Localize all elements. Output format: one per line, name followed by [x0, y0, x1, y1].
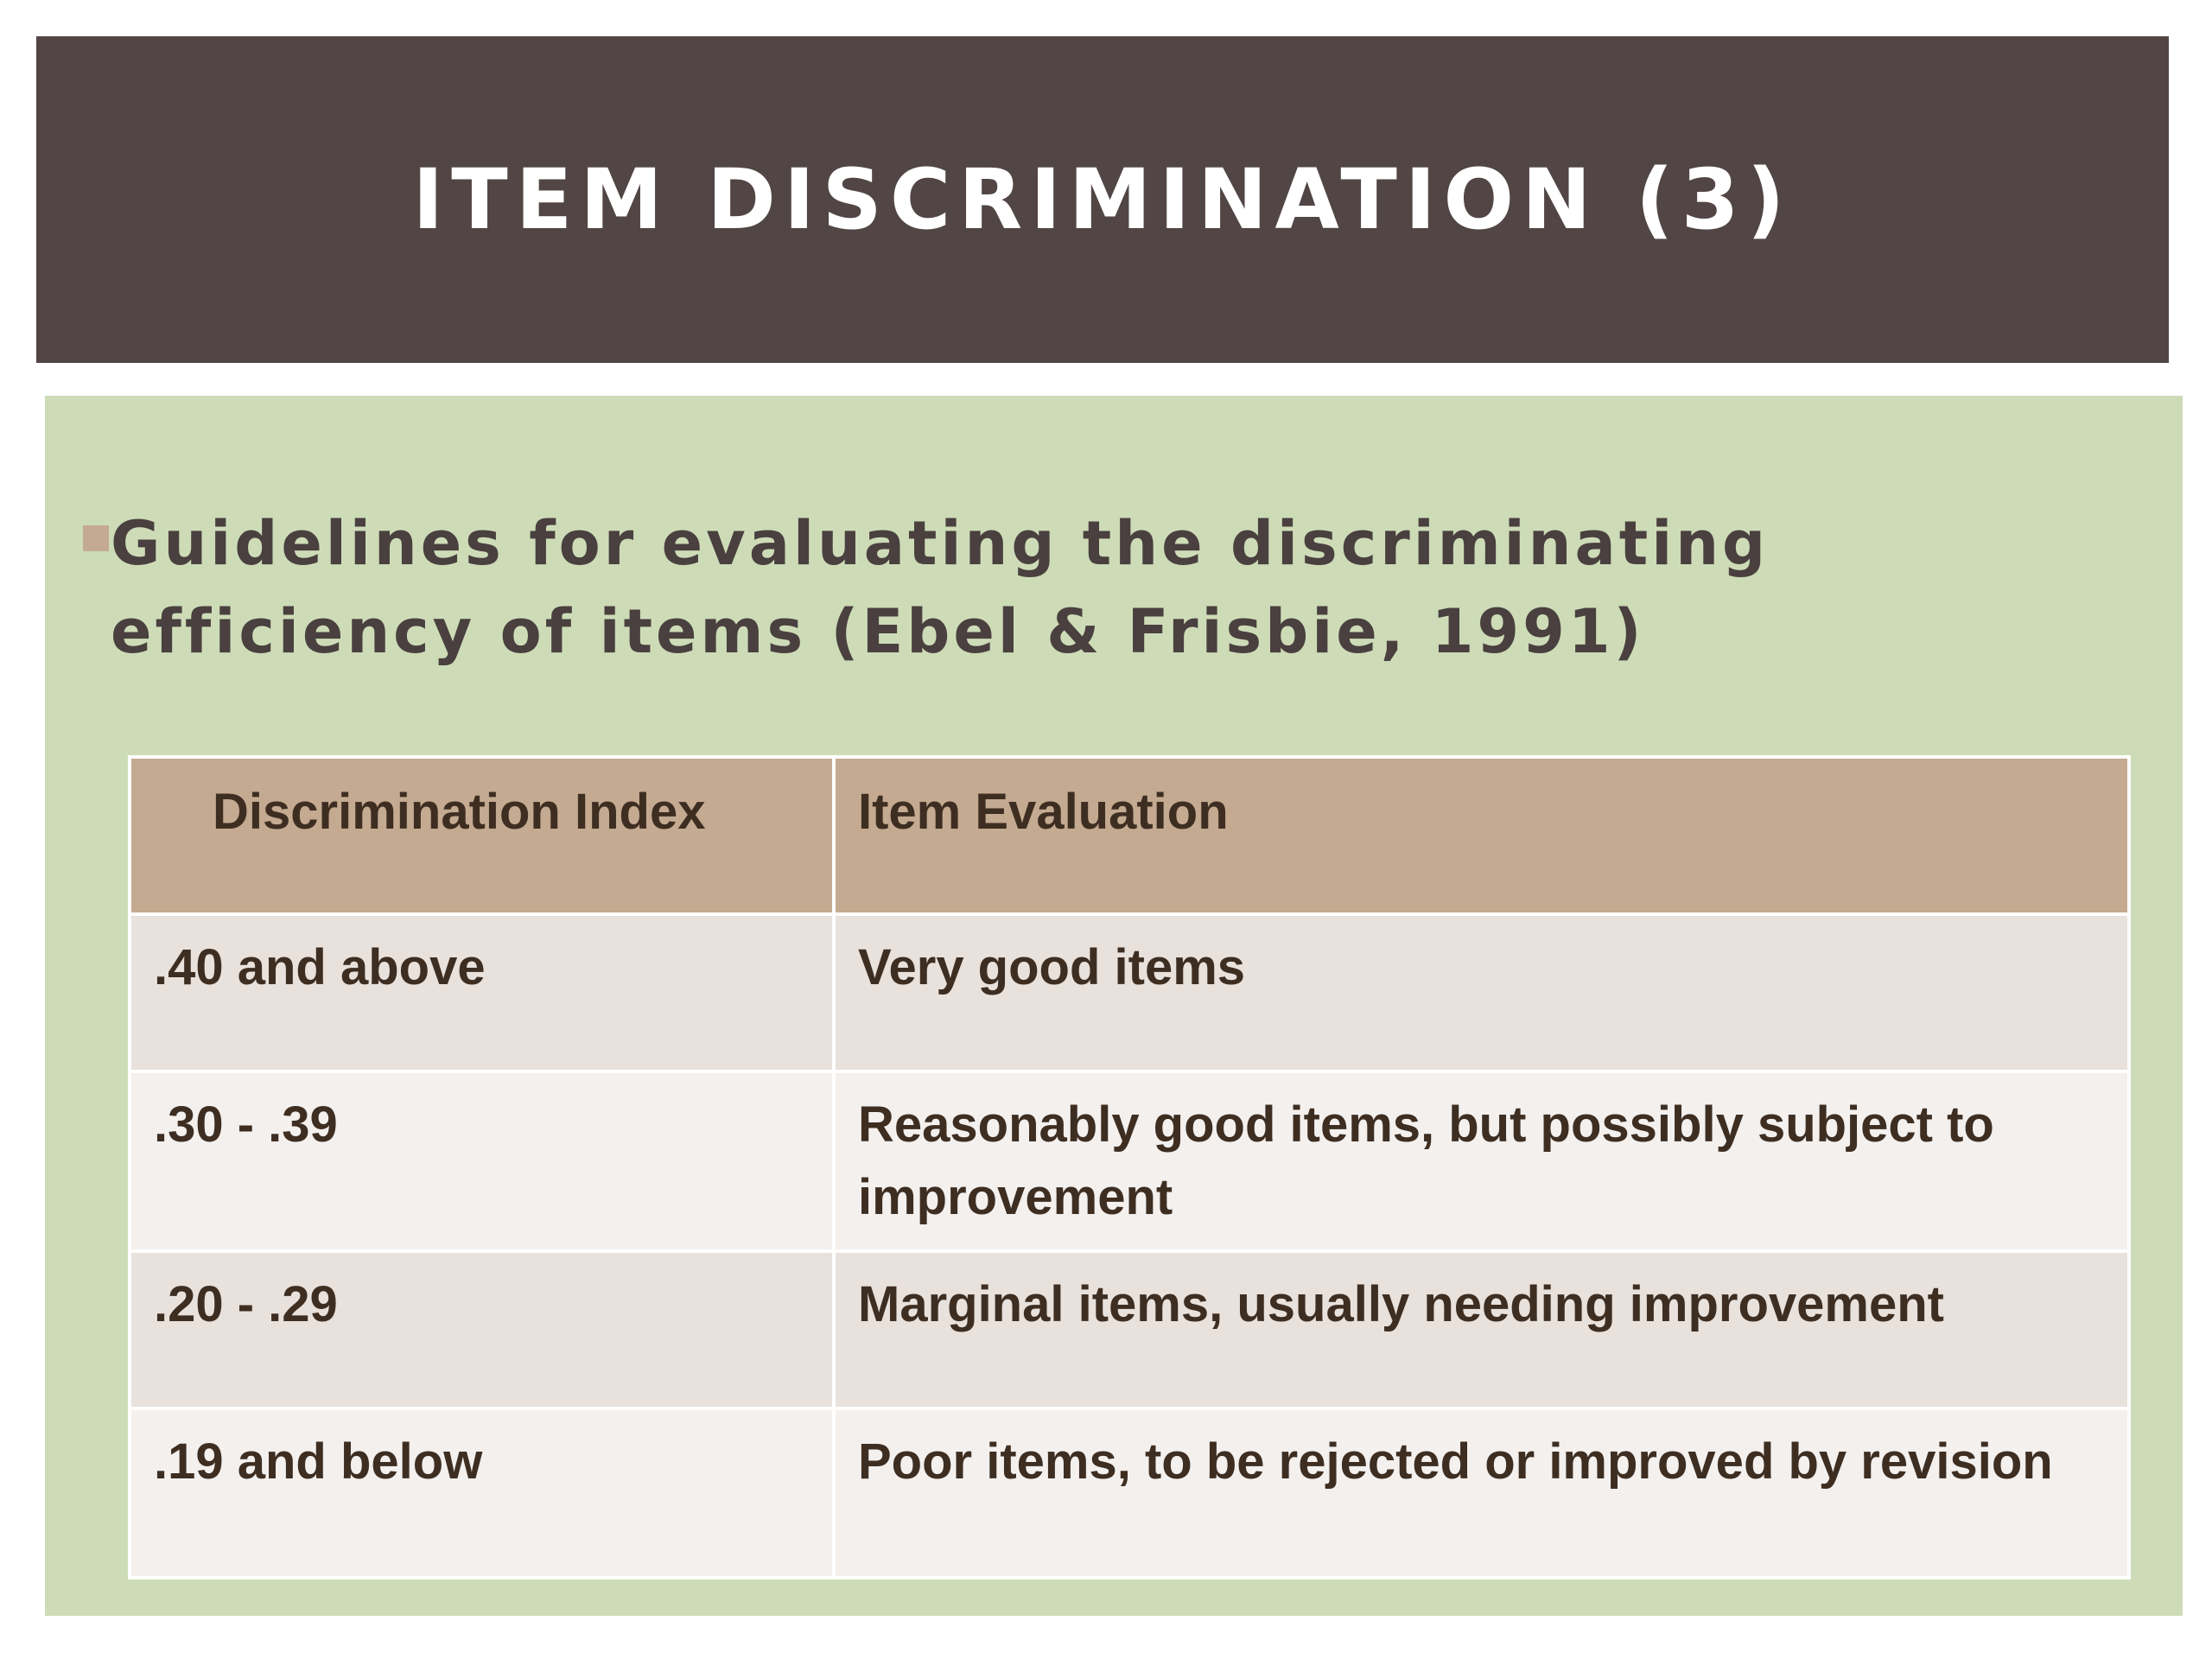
bullet-text: Guidelines for evaluating the discrimina…: [111, 508, 1770, 667]
column-header-item-evaluation: Item Evaluation: [832, 755, 2131, 916]
item-evaluation-cell: Very good items: [832, 912, 2131, 1073]
discrimination-index-cell: .19 and below: [128, 1407, 836, 1580]
slide-title: ITEM DISCRIMINATION (3): [412, 151, 1793, 248]
item-evaluation-cell: Marginal items, usually needing improvem…: [832, 1249, 2131, 1410]
content-panel: Guidelines for evaluating the discrimina…: [45, 396, 2183, 1616]
square-bullet-icon: [83, 525, 109, 551]
discrimination-index-cell: .20 - .29: [128, 1249, 836, 1410]
table-row: .20 - .29 Marginal items, usually needin…: [128, 1249, 2131, 1410]
discrimination-index-cell: .40 and above: [128, 912, 836, 1073]
title-bar: ITEM DISCRIMINATION (3): [36, 36, 2169, 363]
item-evaluation-cell: Poor items, to be rejected or improved b…: [832, 1407, 2131, 1580]
discrimination-index-cell: .30 - .39: [128, 1070, 836, 1253]
item-evaluation-cell: Reasonably good items, but possibly subj…: [832, 1070, 2131, 1253]
table-row: .40 and above Very good items: [128, 912, 2131, 1073]
table-row: .30 - .39 Reasonably good items, but pos…: [128, 1070, 2131, 1253]
table-header-row: Discrimination Index Item Evaluation: [128, 755, 2131, 916]
column-header-discrimination-index: Discrimination Index: [128, 755, 836, 916]
bullet-item: Guidelines for evaluating the discrimina…: [111, 499, 2098, 676]
table-row: .19 and below Poor items, to be rejected…: [128, 1407, 2131, 1580]
discrimination-table: Discrimination Index Item Evaluation .40…: [128, 755, 2131, 1580]
